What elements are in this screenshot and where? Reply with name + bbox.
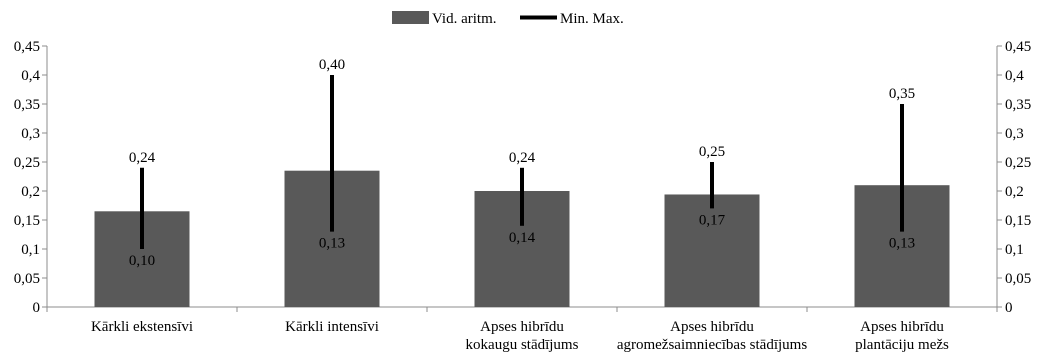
max-label: 0,40 (319, 57, 345, 73)
min-label: 0,13 (319, 236, 345, 252)
min-label: 0,14 (509, 230, 536, 246)
y-tick-label-left: 0 (33, 300, 41, 316)
category-label: Apses hibrīdu kokaugu stādījums (466, 319, 579, 353)
category-label-line: agromežsaimniecības stādījums (617, 337, 808, 353)
legend-label-range: Min. Max. (560, 11, 624, 27)
y-tick-label-right: 0,05 (1005, 271, 1031, 287)
axes: 0 00,05 0,050,1 0,10,15 0,150,2 0,20,25 0,250,… (14, 39, 1032, 316)
min-label: 0,10 (129, 253, 155, 269)
category-label-line: Apses hibrīdu (670, 319, 754, 335)
category-label: Apses hibrīdu plantāciju mežs (855, 319, 949, 353)
category-label-line: Kārkli ekstensīvi (91, 319, 193, 335)
y-tick-label-left: 0,15 (14, 213, 40, 229)
y-tick-label-right: 0,3 (1005, 126, 1024, 142)
min-label: 0,17 (699, 212, 726, 228)
y-tick-label-left: 0,1 (21, 242, 40, 258)
min-max-lines (140, 75, 904, 249)
y-tick-label-left: 0,45 (14, 39, 40, 55)
legend-swatch-bar (392, 11, 429, 24)
min-label: 0,13 (889, 236, 915, 252)
y-tick-label-left: 0,4 (21, 68, 40, 84)
category-label-line: Apses hibrīdu (480, 319, 564, 335)
y-tick-label-right: 0,15 (1005, 213, 1031, 229)
y-tick-label-right: 0,4 (1005, 68, 1024, 84)
category-label-line: plantāciju mežs (855, 337, 949, 353)
bar (664, 194, 760, 307)
category-label-line: kokaugu stādījums (466, 337, 579, 353)
max-label: 0,24 (509, 150, 536, 166)
y-tick-label-right: 0 (1005, 300, 1013, 316)
y-tick-label-right: 0,35 (1005, 97, 1031, 113)
y-tick-label-right: 0,2 (1005, 184, 1024, 200)
y-tick-label-right: 0,25 (1005, 155, 1031, 171)
category-label: Apses hibrīdu agromežsaimniecības stādīju… (617, 319, 808, 353)
y-tick-label-right: 0,1 (1005, 242, 1024, 258)
y-tick-label-left: 0,25 (14, 155, 40, 171)
max-label: 0,25 (699, 144, 725, 160)
category-label: Kārkli ekstensīvi (91, 319, 193, 335)
legend-label-mean: Vid. aritm. (432, 11, 497, 27)
y-tick-label-left: 0,05 (14, 271, 40, 287)
max-label: 0,24 (129, 150, 156, 166)
y-tick-label-right: 0,45 (1005, 39, 1031, 55)
max-label: 0,35 (889, 86, 915, 102)
data-labels: 0,24 0,10 0,40 0,13 0,24 0,14 0,25 0,17 0,35 0,13 (129, 57, 915, 269)
category-labels: Kārkli ekstensīvi Kārkli intensīvi Apses h… (91, 319, 949, 353)
legend: Vid. aritm. Min. Max. (392, 11, 624, 27)
category-label: Kārkli intensīvi (285, 319, 379, 335)
y-tick-label-left: 0,2 (21, 184, 40, 200)
y-tick-label-left: 0,3 (21, 126, 40, 142)
category-label-line: Apses hibrīdu (860, 319, 944, 335)
category-label-line: Kārkli intensīvi (285, 319, 379, 335)
y-tick-label-left: 0,35 (14, 97, 40, 113)
